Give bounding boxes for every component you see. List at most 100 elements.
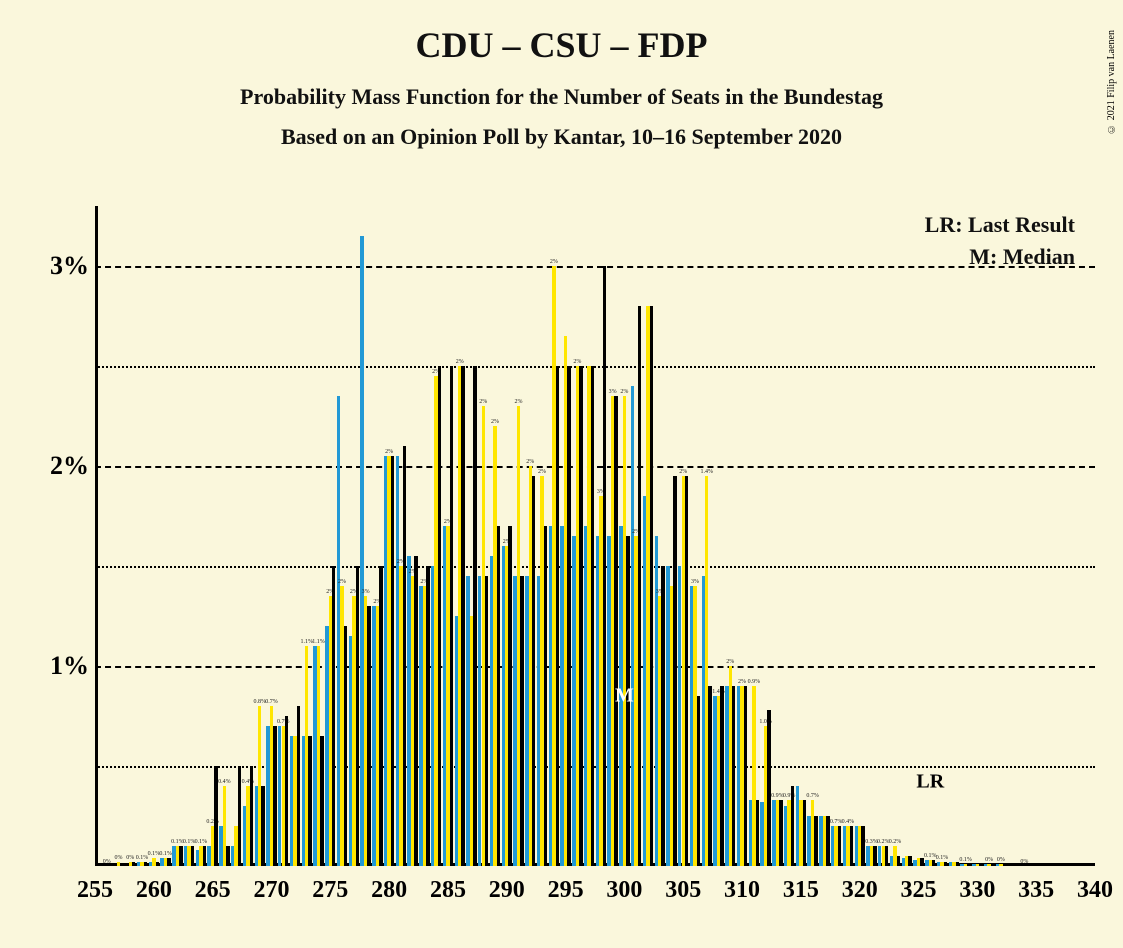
- x-tick-label: 280: [371, 877, 407, 904]
- x-tick-label: 315: [783, 877, 819, 904]
- bar-value-label: 0.1%: [183, 839, 196, 845]
- bar-value-label: 0%: [126, 855, 134, 861]
- bar-value-label: 0.7%: [806, 793, 819, 799]
- y-tick-label: 1%: [35, 651, 89, 681]
- bar-black: [344, 626, 347, 866]
- bar-black: [638, 306, 641, 866]
- bar-black: [132, 862, 135, 866]
- bar-value-label: 0.1%: [936, 855, 949, 861]
- bar-black: [332, 566, 335, 866]
- bar-value-label: 0%: [985, 857, 993, 863]
- x-tick-label: 330: [959, 877, 995, 904]
- bar-value-label: 1.1%: [301, 639, 314, 645]
- bar-value-label: 0%: [997, 857, 1005, 863]
- bar-black: [661, 566, 664, 866]
- bar-black: [756, 800, 759, 866]
- bar-black: [191, 846, 194, 866]
- bar-black: [579, 366, 582, 866]
- bar-black: [920, 858, 923, 866]
- bar-black: [497, 526, 500, 866]
- y-tick-label: 2%: [35, 451, 89, 481]
- bar-value-label: 2%: [726, 659, 734, 665]
- bar-value-label: 0.1%: [959, 857, 972, 863]
- bar-black: [438, 366, 441, 866]
- bar-black: [414, 556, 417, 866]
- x-tick-label: 305: [665, 877, 701, 904]
- bar-black: [861, 826, 864, 866]
- bar-black: [991, 864, 994, 866]
- bar-black: [908, 856, 911, 866]
- bar-black: [779, 800, 782, 866]
- bar-black: [767, 710, 770, 866]
- x-tick-label: 335: [1018, 877, 1054, 904]
- bar-value-label: 0%: [1020, 859, 1028, 865]
- bar-black: [803, 800, 806, 866]
- bar-value-label: 0.3%: [865, 839, 878, 845]
- bar-black: [308, 736, 311, 866]
- bar-black: [732, 686, 735, 866]
- x-tick-label: 325: [901, 877, 937, 904]
- chart-title: CDU – CSU – FDP: [0, 24, 1123, 66]
- bar-yellow: 0%: [117, 862, 120, 866]
- bar-value-label: 2%: [385, 449, 393, 455]
- bar-value-label: 2%: [550, 259, 558, 265]
- bar-black: [391, 456, 394, 866]
- y-tick-label: 3%: [35, 251, 89, 281]
- bar-black: [167, 858, 170, 866]
- bar-black: [650, 306, 653, 866]
- bar-black: [850, 826, 853, 866]
- copyright-text: © 2021 Filip van Laenen: [1106, 30, 1117, 134]
- bar-value-label: 3%: [609, 389, 617, 395]
- bar-value-label: 2%: [515, 399, 523, 405]
- chart-subtitle-1: Probability Mass Function for the Number…: [0, 84, 1123, 110]
- bar-black: [614, 396, 617, 866]
- bar-value-label: 1.4%: [701, 469, 714, 475]
- bar-black: [873, 846, 876, 866]
- bar-black: [461, 366, 464, 866]
- bar-value-label: 0.9%: [771, 793, 784, 799]
- bar-value-label: 0.2%: [889, 839, 902, 845]
- bar-value-label: 0.9%: [748, 679, 761, 685]
- bar-black: [591, 366, 594, 866]
- bar-black: [156, 862, 159, 866]
- bar-value-label: 2%: [573, 359, 581, 365]
- bar-black: [203, 846, 206, 866]
- bar-black: [885, 846, 888, 866]
- bar-value-label: 0.4%: [218, 779, 231, 785]
- x-tick-label: 320: [842, 877, 878, 904]
- bar-black: [556, 366, 559, 866]
- marker-lr: LR: [916, 771, 944, 794]
- bar-black: [1003, 864, 1006, 866]
- bar-black: [967, 864, 970, 866]
- bar-value-label: 2%: [679, 469, 687, 475]
- bar-value-label: 0.1%: [195, 839, 208, 845]
- bar-value-label: 0%: [115, 855, 123, 861]
- bar-black: [544, 526, 547, 866]
- x-tick-label: 265: [195, 877, 231, 904]
- bar-black: [791, 786, 794, 866]
- plot-area: 1%2%3% 255260265270275280285290295300305…: [95, 206, 1095, 866]
- bar-black: [144, 862, 147, 866]
- bar-value-label: 2%: [620, 389, 628, 395]
- bar-value-label: 0.8%: [253, 699, 266, 705]
- bar-value-label: 0.1%: [148, 851, 161, 857]
- bar-value-label: 0.1%: [136, 855, 149, 861]
- bar-black: [297, 706, 300, 866]
- bar-black: [367, 606, 370, 866]
- bar-value-label: 1.1%: [312, 639, 325, 645]
- bar-black: [473, 366, 476, 866]
- bar-black: [673, 476, 676, 866]
- bar-black: [685, 476, 688, 866]
- bar-black: [485, 576, 488, 866]
- bar-value-label: 0%: [103, 859, 111, 865]
- bar-value-label: 0.1%: [171, 839, 184, 845]
- bar-value-label: 0.4%: [842, 819, 855, 825]
- bar-black: [179, 846, 182, 866]
- bar-black: [897, 856, 900, 866]
- x-tick-label: 310: [724, 877, 760, 904]
- bar-value-label: 2%: [456, 359, 464, 365]
- bar-value-label: 0.2%: [877, 839, 890, 845]
- bar-black: [720, 686, 723, 866]
- bar-black: [567, 366, 570, 866]
- bar-black: [697, 696, 700, 866]
